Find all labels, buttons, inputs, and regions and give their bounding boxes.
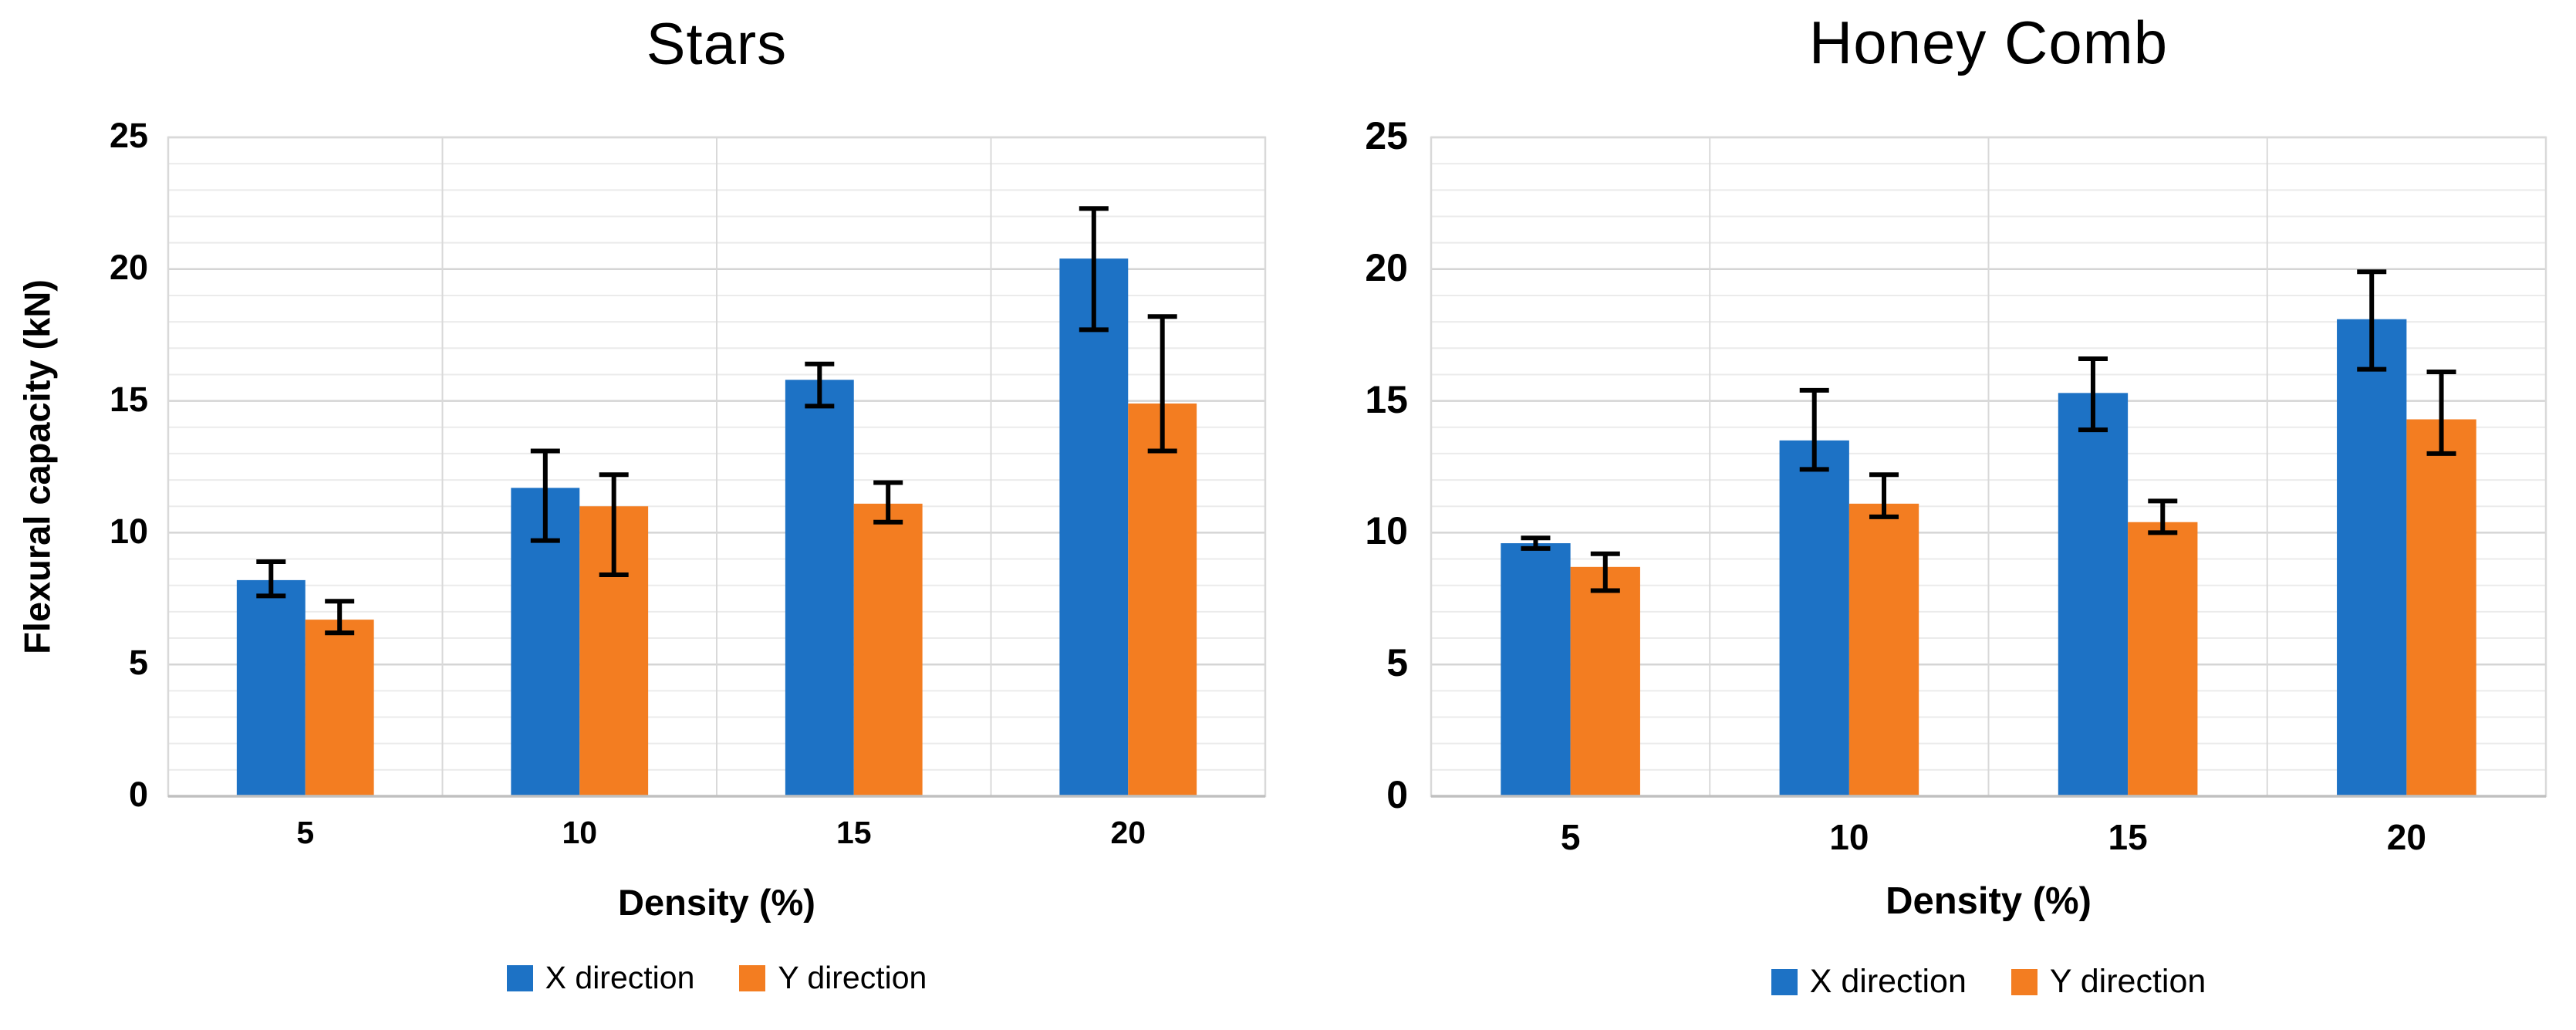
x-tick-label: 15 — [2108, 817, 2148, 857]
chart-honey-comb: Honey Comb Density (%) X direction Y dir… — [1288, 0, 2576, 1030]
bar-y-direction — [1848, 503, 1919, 796]
y-tick-label: 0 — [128, 775, 148, 815]
bar-x-direction — [785, 380, 854, 797]
legend-label: Y direction — [2049, 963, 2206, 1000]
bar-x-direction — [236, 579, 306, 796]
legend-label: Y direction — [778, 960, 927, 995]
legend-item-x-direction: X direction — [1771, 963, 1967, 1001]
y-tick-label: 15 — [109, 379, 148, 419]
legend-item-y-direction: Y direction — [2010, 963, 2206, 1001]
y-tick-label: 15 — [1365, 377, 1408, 421]
legend: X direction Y direction — [168, 960, 1265, 996]
plot-area-stars — [167, 136, 1267, 798]
x-tick-label: 5 — [296, 815, 315, 850]
legend-swatch-x-direction — [506, 964, 533, 991]
y-tick-label: 10 — [1365, 509, 1408, 553]
bar-y-direction — [2128, 522, 2198, 796]
x-tick-label: 10 — [1829, 817, 1869, 857]
y-axis-title: Flexural capacity (kN) — [16, 279, 58, 654]
legend-swatch-y-direction — [739, 964, 766, 991]
legend-label: X direction — [545, 960, 695, 995]
chart-title: Stars — [646, 12, 788, 77]
x-axis-title: Density (%) — [618, 882, 815, 923]
y-tick-label: 20 — [109, 247, 148, 287]
x-axis-title: Density (%) — [1886, 880, 2092, 922]
bar-x-direction — [2337, 319, 2407, 797]
plot-area-honey-comb — [1430, 136, 2547, 798]
x-tick-label: 20 — [2386, 817, 2426, 857]
legend-swatch-y-direction — [2010, 968, 2038, 995]
y-tick-label: 20 — [1365, 245, 1408, 289]
x-tick-label: 15 — [836, 815, 872, 850]
chart-title: Honey Comb — [1808, 8, 2169, 76]
bar-y-direction — [853, 503, 923, 796]
x-tick-label: 10 — [562, 815, 598, 850]
bar-x-direction — [1779, 440, 1849, 796]
bar-y-direction — [2406, 419, 2476, 796]
legend-swatch-x-direction — [1771, 968, 1798, 995]
y-tick-label: 0 — [1386, 773, 1408, 816]
y-tick-label: 25 — [109, 116, 148, 156]
chart-stars: Stars Flexural capacity (kN) Density (%)… — [16, 12, 1267, 996]
x-tick-label: 5 — [1560, 817, 1581, 857]
y-tick-label: 5 — [1386, 641, 1408, 685]
legend-item-x-direction: X direction — [506, 960, 695, 996]
legend-label: X direction — [1809, 963, 1967, 1000]
y-tick-label: 10 — [109, 511, 148, 551]
bar-x-direction — [2058, 393, 2129, 796]
legend-item-y-direction: Y direction — [739, 960, 927, 996]
bar-y-direction — [305, 620, 374, 796]
y-tick-label: 25 — [1365, 114, 1408, 157]
y-tick-label: 5 — [128, 643, 148, 683]
bar-x-direction — [1501, 543, 1571, 796]
bar-y-direction — [1128, 404, 1197, 796]
bar-y-direction — [1570, 566, 1640, 796]
x-tick-label: 20 — [1110, 815, 1146, 850]
legend: X direction Y direction — [1431, 963, 2546, 1001]
bar-x-direction — [1059, 258, 1129, 796]
